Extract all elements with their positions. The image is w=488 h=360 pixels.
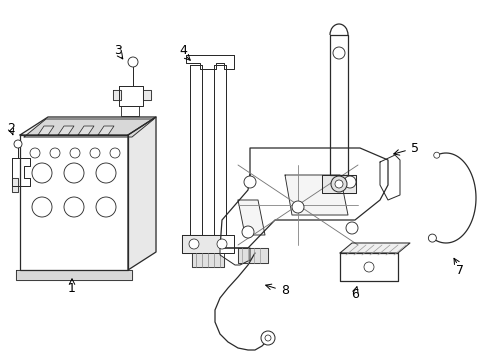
Polygon shape [20, 117, 156, 135]
Circle shape [64, 197, 84, 217]
Text: 5: 5 [410, 141, 418, 154]
Circle shape [32, 197, 52, 217]
Polygon shape [58, 126, 74, 135]
Circle shape [217, 239, 226, 249]
Polygon shape [24, 119, 154, 137]
Polygon shape [220, 148, 387, 248]
Polygon shape [185, 55, 234, 69]
Text: 1: 1 [68, 282, 76, 294]
Polygon shape [321, 175, 355, 193]
Circle shape [343, 176, 355, 188]
Circle shape [433, 152, 439, 158]
Polygon shape [98, 126, 114, 135]
Circle shape [334, 180, 342, 188]
Circle shape [70, 148, 80, 158]
Circle shape [110, 148, 120, 158]
Circle shape [242, 226, 253, 238]
Polygon shape [329, 35, 347, 175]
Circle shape [363, 262, 373, 272]
Circle shape [32, 163, 52, 183]
Polygon shape [379, 155, 399, 200]
Polygon shape [339, 243, 409, 253]
Text: 6: 6 [350, 288, 358, 302]
Circle shape [50, 148, 60, 158]
Text: 4: 4 [179, 44, 186, 57]
Circle shape [14, 140, 22, 148]
Circle shape [96, 197, 116, 217]
Circle shape [332, 47, 345, 59]
Polygon shape [128, 117, 156, 270]
Polygon shape [12, 158, 30, 186]
Text: 7: 7 [455, 264, 463, 276]
Polygon shape [121, 106, 139, 116]
Circle shape [64, 163, 84, 183]
Polygon shape [38, 126, 54, 135]
Circle shape [264, 335, 270, 341]
Polygon shape [214, 65, 225, 235]
Circle shape [346, 222, 357, 234]
Polygon shape [20, 135, 128, 270]
Polygon shape [16, 270, 132, 280]
Circle shape [90, 148, 100, 158]
Polygon shape [113, 90, 121, 100]
Polygon shape [142, 90, 151, 100]
Text: 8: 8 [281, 284, 288, 297]
Circle shape [291, 201, 304, 213]
Polygon shape [12, 178, 18, 192]
Circle shape [261, 331, 274, 345]
Polygon shape [339, 253, 397, 281]
Polygon shape [220, 248, 249, 265]
Text: 2: 2 [7, 122, 15, 135]
Circle shape [427, 234, 435, 242]
Polygon shape [190, 65, 202, 235]
Circle shape [330, 176, 346, 192]
Circle shape [189, 239, 199, 249]
Circle shape [30, 148, 40, 158]
Polygon shape [285, 175, 347, 215]
Polygon shape [238, 248, 267, 263]
Circle shape [96, 163, 116, 183]
Polygon shape [78, 126, 94, 135]
Polygon shape [192, 253, 224, 267]
Polygon shape [119, 86, 142, 106]
Circle shape [128, 57, 138, 67]
Text: 3: 3 [114, 44, 122, 57]
Circle shape [244, 176, 256, 188]
Polygon shape [238, 200, 264, 235]
Polygon shape [182, 235, 234, 253]
